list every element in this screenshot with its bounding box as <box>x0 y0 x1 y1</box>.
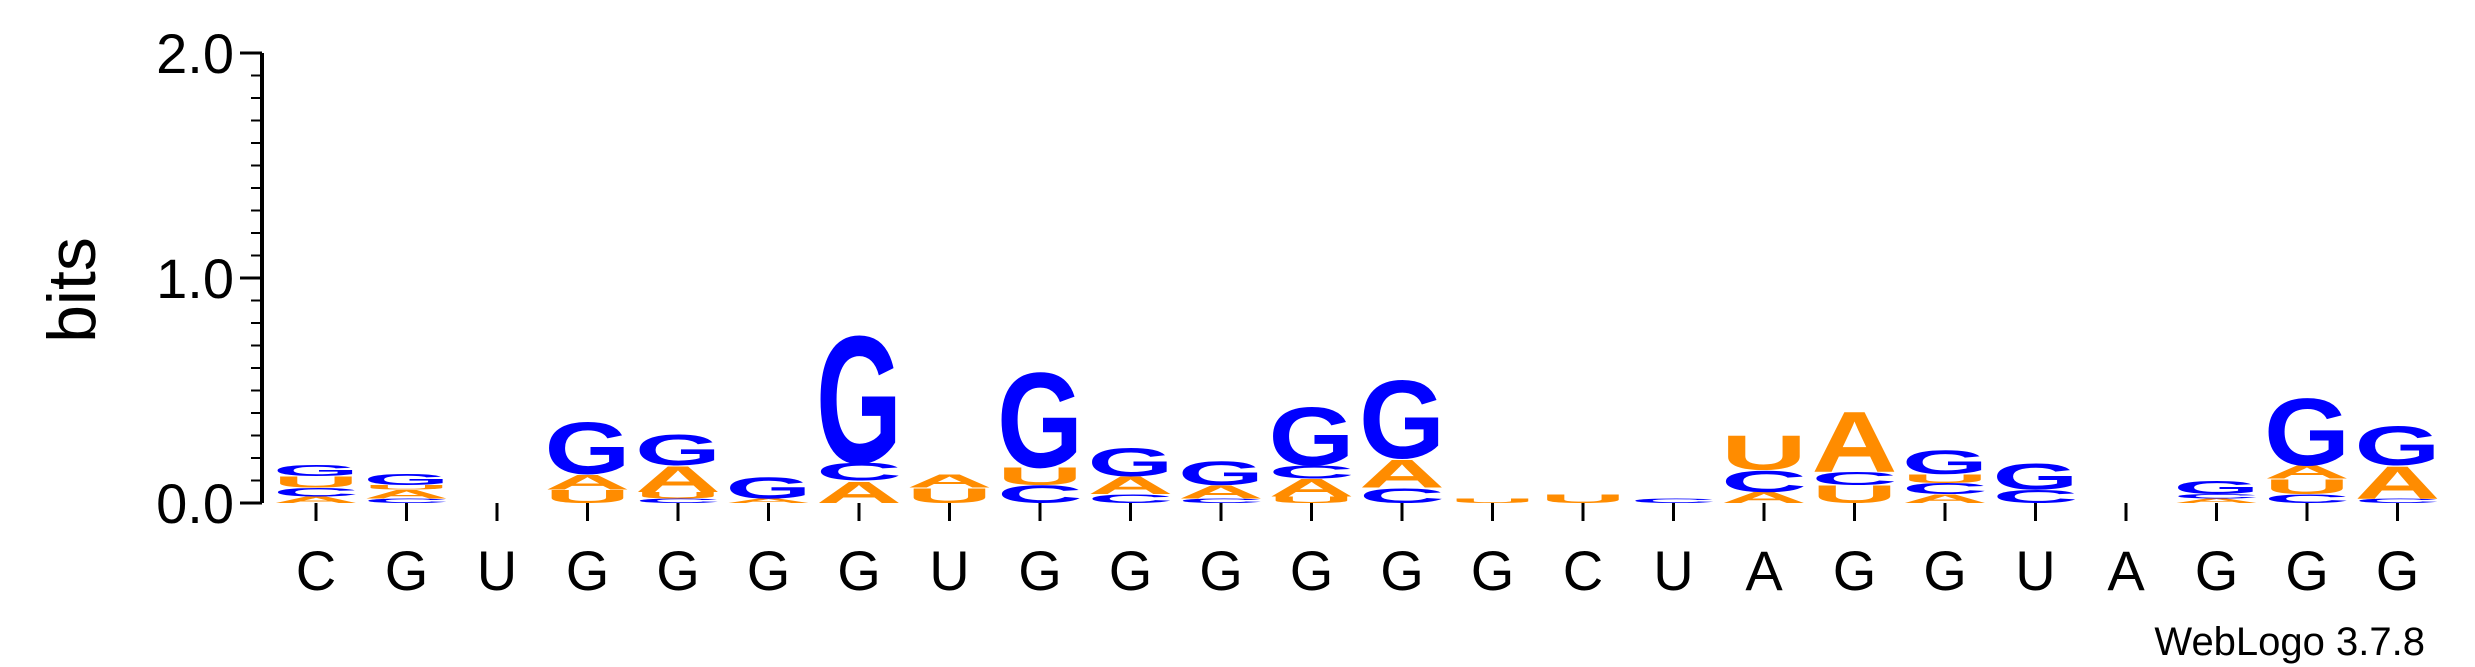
logo-letter-c: C <box>2355 498 2441 505</box>
logo-letter-a: A <box>1721 489 1807 506</box>
logo-letter-g: G <box>364 471 450 488</box>
position-label: G <box>1471 539 1515 602</box>
position-label: G <box>837 539 881 602</box>
logo-letter-g: G <box>2355 415 2441 477</box>
logo-letter-c: C <box>1631 498 1717 505</box>
logo-letter-u: U <box>1450 498 1536 505</box>
logo-letter-a: A <box>1812 393 1898 490</box>
logo-letter-g: G <box>1993 456 2079 497</box>
logo-letter-c: C <box>364 498 450 505</box>
logo-letter-g: G <box>997 345 1083 496</box>
logo-letter-c: C <box>1269 462 1355 483</box>
logo-letter-g: G <box>2264 378 2350 485</box>
logo-letter-c: C <box>1902 480 1988 497</box>
position-label: G <box>1380 539 1424 602</box>
position-label: G <box>2376 539 2420 602</box>
logo-letter-c: C <box>635 498 721 505</box>
logo-letter-u: U <box>1540 492 1626 506</box>
logo-letter-c: C <box>2174 493 2260 500</box>
logo-letter-g: G <box>1178 454 1264 492</box>
position-label: G <box>2285 539 2329 602</box>
logo-letter-a: A <box>545 470 631 494</box>
logo-letter-g: G <box>2174 478 2260 499</box>
position-label: G <box>1290 539 1334 602</box>
logo-letter-g: G <box>545 406 631 489</box>
position-label: A <box>1745 539 1783 602</box>
logo-letter-a: A <box>2355 456 2441 508</box>
position-label: G <box>747 539 791 602</box>
logo-letter-c: C <box>1088 492 1174 506</box>
logo-letter-u: U <box>364 484 450 491</box>
logo-letter-a: A <box>907 471 993 492</box>
position-label: G <box>2195 539 2239 602</box>
logo-letter-c: C <box>2264 492 2350 506</box>
position-label: G <box>566 539 610 602</box>
logo-letter-g: G <box>273 462 359 479</box>
position-label: G <box>1199 539 1243 602</box>
logo-letter-a: A <box>364 488 450 502</box>
logo-letter-c: C <box>1993 487 2079 508</box>
position-label: G <box>656 539 700 602</box>
logo-letter-u: U <box>1721 425 1807 480</box>
logo-letter-a: A <box>1178 482 1264 503</box>
logo-letter-g: G <box>635 426 721 474</box>
logo-letter-u: U <box>997 463 1083 490</box>
logo-letter-a: A <box>1902 492 1988 506</box>
logo-letter-u: U <box>1269 495 1355 505</box>
logo-letter-a: A <box>2264 462 2350 483</box>
position-label: C <box>1563 539 1603 602</box>
y-tick-label: 1.0 <box>156 247 234 310</box>
position-label: G <box>385 539 429 602</box>
logo-letter-u: U <box>2264 475 2350 499</box>
position-label: U <box>1653 539 1693 602</box>
logo-letter-a: A <box>635 458 721 499</box>
logo-letter-u: U <box>1902 472 1988 486</box>
logo-letter-c: C <box>1721 464 1807 499</box>
logo-letter-g: G <box>1088 440 1174 485</box>
logo-letter-c: C <box>1359 484 1445 508</box>
logo-letter-g: G <box>1902 443 1988 481</box>
logo-letter-c: C <box>816 458 902 485</box>
y-tick-label: 0.0 <box>156 472 234 535</box>
position-label: G <box>1018 539 1062 602</box>
y-axis-label: bits <box>34 237 110 343</box>
y-tick-label: 2.0 <box>156 22 234 85</box>
logo-letter-u: U <box>545 487 631 508</box>
logo-letter-u: U <box>635 490 721 500</box>
position-label: U <box>929 539 969 602</box>
logo-letter-a: A <box>1359 451 1445 496</box>
logo-letter-c: C <box>1812 469 1898 490</box>
position-label: G <box>1109 539 1153 602</box>
logo-letter-c: C <box>1178 498 1264 505</box>
position-label: A <box>2107 539 2145 602</box>
logo-letter-a: A <box>726 498 812 505</box>
logo-letter-g: G <box>1269 391 1355 483</box>
position-label: G <box>1923 539 1967 602</box>
position-label: G <box>1833 539 1877 602</box>
logo-letter-a: A <box>2174 498 2260 505</box>
logo-letter-g: G <box>726 471 812 506</box>
y-axis: 0.0 1.0 2.0 <box>156 22 264 535</box>
logo-letter-u: U <box>273 473 359 490</box>
logo-letter-g: G <box>816 299 902 502</box>
logo-letter-u: U <box>907 484 993 508</box>
position-label: U <box>2015 539 2055 602</box>
logo-letter-a: A <box>273 495 359 505</box>
logo-letter-a: A <box>1088 472 1174 499</box>
logo-letter-c: C <box>273 485 359 499</box>
position-label: C <box>296 539 336 602</box>
weblogo-credit: WebLogo 3.7.8 <box>2154 620 2425 664</box>
position-label: U <box>477 539 517 602</box>
logo-letter-a: A <box>1269 474 1355 501</box>
logo-letter-g: G <box>1359 358 1445 482</box>
